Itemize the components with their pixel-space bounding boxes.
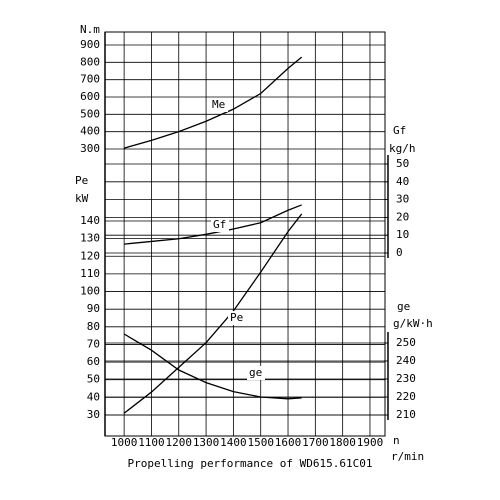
y-tick-label: 10 [396, 228, 409, 241]
y-tick-label: 60 [87, 355, 100, 368]
label-bg [247, 366, 265, 380]
x-tick-label: 1100 [138, 436, 165, 449]
y-tick-label: 120 [80, 249, 100, 262]
axis-unit: kg/h [389, 142, 416, 155]
axis-label: N.m [80, 23, 100, 36]
y-tick-label: 0 [396, 246, 403, 259]
y-tick-label: 130 [80, 232, 100, 245]
y-tick-label: 210 [396, 408, 416, 421]
series-label: Pe [230, 311, 243, 324]
series-label: Me [212, 98, 225, 111]
y-tick-label: 900 [80, 38, 100, 51]
y-tick-label: 800 [80, 55, 100, 68]
y-tick-label: 40 [396, 175, 409, 188]
y-tick-label: 400 [80, 125, 100, 138]
x-axis-unit: r/min [391, 450, 424, 463]
axis-unit: kW [75, 192, 89, 205]
x-tick-label: 1700 [302, 436, 329, 449]
x-tick-label: 1800 [329, 436, 356, 449]
curve [123, 213, 303, 414]
y-tick-label: 90 [87, 302, 100, 315]
x-axis-label: n [393, 434, 400, 447]
curve [123, 333, 302, 400]
series-label: Gf [213, 218, 226, 231]
y-tick-label: 600 [80, 90, 100, 103]
label-bg [211, 218, 229, 232]
axis-label: Gf [393, 124, 406, 137]
x-tick-label: 1400 [220, 436, 247, 449]
y-tick-label: 110 [80, 267, 100, 280]
y-tick-label: 220 [396, 390, 416, 403]
y-tick-label: 300 [80, 142, 100, 155]
y-tick-label: 40 [87, 390, 100, 403]
y-tick-label: 30 [87, 408, 100, 421]
x-tick-label: 1500 [247, 436, 274, 449]
y-tick-label: 230 [396, 372, 416, 385]
y-tick-label: 30 [396, 193, 409, 206]
axis-unit: g/kW·h [393, 317, 433, 330]
y-tick-label: 20 [396, 210, 409, 223]
curve [123, 56, 303, 149]
y-tick-label: 100 [80, 285, 100, 298]
y-tick-label: 50 [87, 373, 100, 386]
label-bg [228, 311, 246, 325]
axis-label: Pe [75, 174, 88, 187]
y-tick-label: 240 [396, 354, 416, 367]
x-tick-label: 1300 [193, 436, 220, 449]
y-tick-label: 250 [396, 336, 416, 349]
y-tick-label: 50 [396, 157, 409, 170]
y-tick-label: 140 [80, 214, 100, 227]
label-bg [210, 98, 228, 112]
axis-label: ge [397, 300, 410, 313]
series-label: ge [249, 366, 262, 379]
chart-title: Propelling performance of WD615.61C01 [127, 457, 372, 470]
y-tick-label: 80 [87, 320, 100, 333]
x-tick-label: 1600 [275, 436, 302, 449]
y-tick-label: 70 [87, 337, 100, 350]
y-tick-label: 500 [80, 107, 100, 120]
x-tick-label: 1200 [166, 436, 193, 449]
x-tick-label: 1000 [111, 436, 138, 449]
y-tick-label: 700 [80, 73, 100, 86]
x-tick-label: 1900 [357, 436, 384, 449]
